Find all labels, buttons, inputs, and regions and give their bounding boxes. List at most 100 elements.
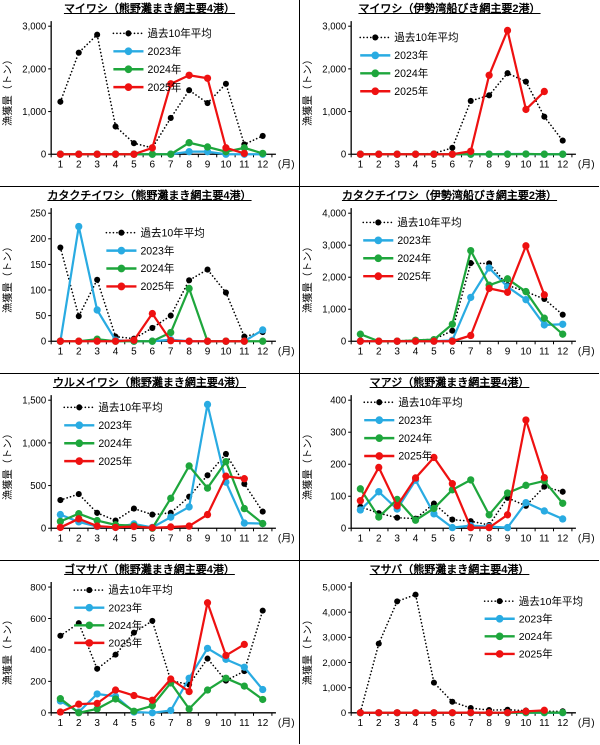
svg-text:2: 2 (376, 159, 382, 170)
svg-text:5: 5 (131, 718, 137, 729)
svg-text:1,500: 1,500 (22, 395, 46, 406)
svg-text:2: 2 (376, 718, 382, 729)
svg-text:1: 1 (58, 718, 64, 729)
svg-text:2024年: 2024年 (98, 437, 132, 450)
svg-text:6: 6 (450, 159, 456, 170)
chart-title: カタクチイワシ（熊野灘まき網主要4港） (47, 190, 252, 202)
svg-text:12: 12 (557, 346, 569, 357)
svg-text:9: 9 (205, 159, 211, 170)
svg-text:2024年: 2024年 (147, 63, 181, 76)
svg-text:200: 200 (30, 677, 46, 688)
svg-text:6: 6 (450, 718, 456, 729)
svg-text:3,000: 3,000 (322, 241, 346, 252)
svg-text:400: 400 (330, 395, 346, 406)
svg-text:漁獲量（トン）: 漁獲量（トン） (301, 428, 314, 500)
svg-text:過去10年平均: 過去10年平均 (147, 27, 211, 40)
svg-text:10: 10 (520, 159, 532, 170)
svg-text:8: 8 (186, 533, 192, 544)
svg-text:2: 2 (76, 346, 82, 357)
svg-text:1: 1 (358, 533, 364, 544)
svg-text:1: 1 (358, 718, 364, 729)
svg-text:8: 8 (486, 533, 492, 544)
svg-text:1: 1 (358, 159, 364, 170)
svg-text:500: 500 (30, 481, 46, 492)
svg-text:過去10年平均: 過去10年平均 (398, 396, 462, 409)
svg-text:3,000: 3,000 (22, 21, 46, 32)
svg-text:12: 12 (557, 718, 569, 729)
svg-text:10: 10 (520, 346, 532, 357)
svg-text:3: 3 (94, 346, 100, 357)
svg-text:10: 10 (220, 533, 232, 544)
svg-text:2: 2 (376, 346, 382, 357)
svg-text:9: 9 (205, 718, 211, 729)
svg-text:2023年: 2023年 (519, 612, 553, 625)
svg-text:9: 9 (505, 346, 511, 357)
svg-text:5: 5 (431, 346, 437, 357)
svg-text:2025年: 2025年 (398, 450, 432, 463)
svg-text:12: 12 (557, 533, 569, 544)
svg-text:1: 1 (58, 159, 64, 170)
svg-text:2025年: 2025年 (98, 455, 132, 468)
chart-panel-urume-kumano: ウルメイワシ（熊野灘まき網主要4港） 0 500 1,000 1,500 1 2 3 4 5 6 7… (0, 374, 299, 560)
svg-text:過去10年平均: 過去10年平均 (397, 216, 461, 229)
svg-text:(月): (月) (278, 345, 295, 357)
svg-text:漁獲量（トン）: 漁獲量（トン） (1, 54, 14, 126)
svg-text:5: 5 (131, 159, 137, 170)
svg-text:2,000: 2,000 (22, 64, 46, 75)
svg-text:0: 0 (41, 708, 46, 719)
svg-text:12: 12 (557, 159, 569, 170)
svg-text:2023年: 2023年 (398, 414, 432, 427)
svg-text:2024年: 2024年 (398, 432, 432, 445)
svg-text:2024年: 2024年 (397, 252, 431, 265)
svg-text:2: 2 (376, 533, 382, 544)
svg-text:9: 9 (505, 718, 511, 729)
svg-text:1: 1 (358, 346, 364, 357)
svg-text:0: 0 (341, 708, 346, 719)
svg-text:0: 0 (41, 150, 46, 161)
svg-text:250: 250 (30, 208, 46, 219)
svg-text:2025年: 2025年 (140, 280, 174, 293)
chart-panel-katakuchi-kumano: カタクチイワシ（熊野灘まき網主要4港） 0 50 100 150 200 250 1 2 3 4 5… (0, 187, 299, 373)
svg-text:(月): (月) (578, 717, 595, 729)
chart-title: マサバ（熊野灘まき網主要4港） (369, 564, 530, 576)
svg-text:1,000: 1,000 (322, 305, 346, 316)
svg-text:11: 11 (239, 718, 250, 729)
svg-text:2,000: 2,000 (322, 658, 346, 669)
chart-title: カタクチイワシ（伊勢湾船びき網主要2港） (341, 190, 558, 202)
svg-text:10: 10 (520, 718, 532, 729)
svg-text:150: 150 (30, 260, 46, 271)
chart-panel-katakuchi-isewan: カタクチイワシ（伊勢湾船びき網主要2港） 0 1,000 2,000 3,000 4,0… (300, 187, 599, 373)
svg-text:漁獲量（トン）: 漁獲量（トン） (1, 428, 14, 500)
svg-text:3: 3 (94, 533, 100, 544)
svg-text:過去10年平均: 過去10年平均 (519, 595, 583, 608)
svg-text:300: 300 (330, 428, 346, 439)
svg-text:8: 8 (186, 346, 192, 357)
svg-text:10: 10 (220, 346, 232, 357)
svg-text:2024年: 2024年 (108, 619, 142, 632)
svg-text:11: 11 (239, 533, 250, 544)
svg-text:4: 4 (113, 718, 119, 729)
svg-text:2023年: 2023年 (108, 601, 142, 614)
svg-text:2023年: 2023年 (140, 244, 174, 257)
svg-text:200: 200 (30, 234, 46, 245)
svg-text:2,000: 2,000 (322, 64, 346, 75)
svg-text:1: 1 (58, 533, 64, 544)
svg-text:6: 6 (450, 346, 456, 357)
svg-text:1,000: 1,000 (22, 438, 46, 449)
svg-text:2: 2 (76, 533, 82, 544)
svg-text:4: 4 (113, 159, 119, 170)
svg-text:800: 800 (30, 582, 46, 593)
svg-text:5: 5 (431, 159, 437, 170)
svg-text:(月): (月) (278, 158, 295, 170)
svg-text:600: 600 (30, 614, 46, 625)
svg-text:3: 3 (394, 533, 400, 544)
svg-text:2025年: 2025年 (394, 85, 428, 98)
svg-text:4: 4 (113, 533, 119, 544)
svg-text:7: 7 (168, 159, 174, 170)
svg-text:3,000: 3,000 (322, 633, 346, 644)
